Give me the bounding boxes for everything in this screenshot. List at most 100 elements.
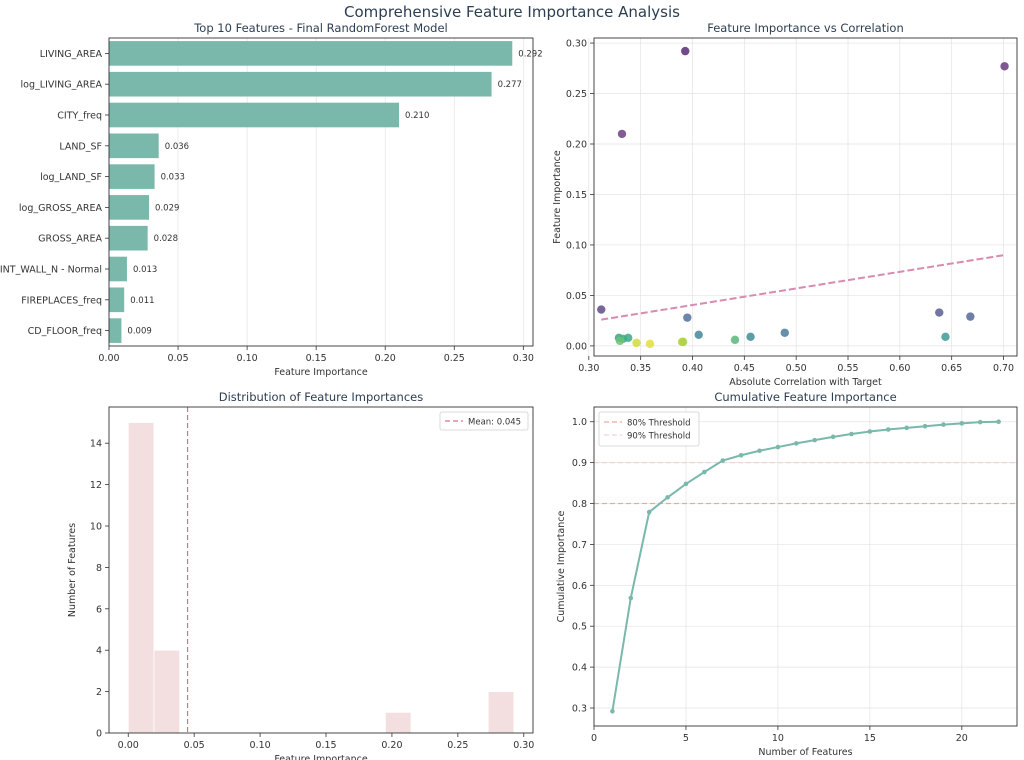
plot-frame: [108, 37, 534, 347]
line-point: [830, 434, 836, 440]
x-tick-label: 15: [864, 733, 876, 744]
scatter-point: [632, 338, 641, 348]
x-axis-label: Absolute Correlation with Target: [729, 377, 882, 388]
category-label: log_GROSS_AREA: [19, 203, 103, 214]
line-point: [628, 595, 634, 601]
legend-entry: Mean: 0.045: [468, 418, 521, 428]
scatter-point: [1000, 62, 1009, 71]
x-tick-label: 0.50: [786, 363, 807, 374]
category-label: log_LAND_SF: [40, 172, 102, 183]
x-tick-label: 0.25: [447, 740, 468, 751]
x-tick-label: 0.15: [306, 353, 327, 364]
x-tick-label: 0.30: [513, 740, 534, 751]
x-tick-label: 0.20: [381, 740, 402, 751]
y-tick-label: 0.3: [572, 704, 587, 715]
line-point: [922, 423, 928, 429]
line-point: [867, 429, 873, 434]
y-tick-label: 10: [90, 522, 102, 533]
bar: [109, 256, 127, 282]
chart-title: Distribution of Feature Importances: [219, 390, 424, 404]
scatter-point: [746, 332, 755, 342]
category-label: GROSS_AREA: [38, 234, 102, 245]
chart-panel-1: 0.00 0.05 0.10 0.15 0.20 0.25 0.30 0.292 LIVING_…: [0, 21, 543, 378]
x-tick-label: 0.55: [837, 363, 858, 374]
line-point: [794, 441, 799, 446]
line-point: [646, 509, 652, 515]
scatter-point: [935, 308, 944, 317]
scatter-point: [730, 335, 740, 345]
histogram-bar: [384, 711, 412, 734]
x-tick-label: 5: [683, 733, 689, 744]
legend: 80% Threshold 90% Threshold: [598, 411, 700, 447]
y-tick-label: 0.30: [566, 39, 587, 50]
bar-value-label: 0.036: [165, 142, 189, 152]
line-point: [941, 422, 946, 427]
line-point: [849, 431, 854, 437]
scatter-point: [597, 305, 606, 314]
x-tick-label: 10: [772, 733, 784, 744]
scatter-point: [780, 328, 789, 337]
x-tick-label: 0.25: [444, 353, 465, 364]
plot-frame: [108, 406, 534, 734]
y-tick-label: 0.9: [572, 458, 587, 469]
scatter-point: [941, 332, 950, 342]
legend-entry: 80% Threshold: [627, 419, 690, 429]
bar-value-label: 0.033: [161, 173, 185, 183]
y-tick-label: 0.00: [566, 341, 587, 352]
category-label: CITY_freq: [57, 111, 102, 122]
scatter-point: [683, 313, 692, 322]
y-tick-label: 4: [96, 646, 102, 657]
bar: [109, 225, 148, 251]
x-axis-label: Number of Features: [758, 747, 852, 758]
line-point: [959, 421, 965, 426]
x-tick-label: 0.35: [630, 363, 651, 374]
trend-line: [601, 254, 1005, 321]
plot-frame: [593, 37, 1018, 357]
line-point: [775, 444, 781, 450]
x-tick-label: 0.15: [315, 740, 336, 751]
y-tick-label: 12: [90, 480, 102, 491]
bar: [109, 133, 159, 159]
bar: [109, 71, 492, 97]
category-label: LIVING_AREA: [40, 49, 103, 60]
scatter-point: [615, 336, 625, 346]
x-tick-label: 20: [956, 733, 968, 744]
histogram-bar: [153, 649, 181, 734]
x-tick-label: 0.60: [889, 363, 910, 374]
y-tick-label: 0.7: [572, 540, 587, 551]
scatter-point: [694, 330, 703, 339]
bar-value-label: 0.028: [154, 234, 178, 244]
y-tick-label: 2: [96, 687, 102, 698]
figure-title: Comprehensive Feature Importance Analysi…: [344, 3, 680, 21]
y-tick-label: 6: [96, 604, 102, 615]
x-axis-label: Feature Importance: [274, 754, 368, 760]
x-tick-label: 0.05: [184, 740, 205, 751]
x-axis-label: Feature Importance: [274, 367, 368, 378]
x-tick-label: 0: [591, 733, 597, 744]
line-point: [720, 458, 726, 463]
chart-panel-3: 0.00 0.05 0.10 0.15 0.20 0.25 0.30 0 2 4 6 8 10 12 14 M…: [67, 390, 534, 760]
chart-title: Top 10 Features - Final RandomForest Mod…: [193, 21, 448, 35]
chart-panel-4: 0 5 10 15 20 0.3 0.4 0.5 0.6 0.7 0.8 0.9 1.0 80% Thre…: [556, 390, 1018, 758]
line-point: [904, 425, 909, 431]
y-tick-label: 8: [96, 563, 102, 574]
bar: [109, 41, 513, 66]
y-axis-label: Number of Features: [67, 523, 78, 617]
bar-value-label: 0.277: [498, 80, 522, 90]
chart-title: Feature Importance vs Correlation: [707, 21, 904, 35]
y-tick-label: 0.05: [566, 291, 587, 302]
x-tick-label: 0.00: [98, 353, 119, 364]
x-tick-label: 0.00: [118, 740, 139, 751]
line-point: [610, 708, 615, 714]
scatter-point: [966, 312, 975, 321]
line-point: [977, 419, 983, 425]
histogram-bar: [127, 422, 155, 734]
legend-box: [598, 411, 700, 447]
y-tick-label: 0.20: [566, 140, 587, 151]
histogram-bar: [487, 691, 515, 734]
line-point: [885, 427, 891, 432]
y-axis-label: Cumulative Importance: [556, 511, 567, 623]
bar-value-label: 0.292: [518, 49, 542, 59]
x-tick-label: 0.45: [734, 363, 755, 374]
